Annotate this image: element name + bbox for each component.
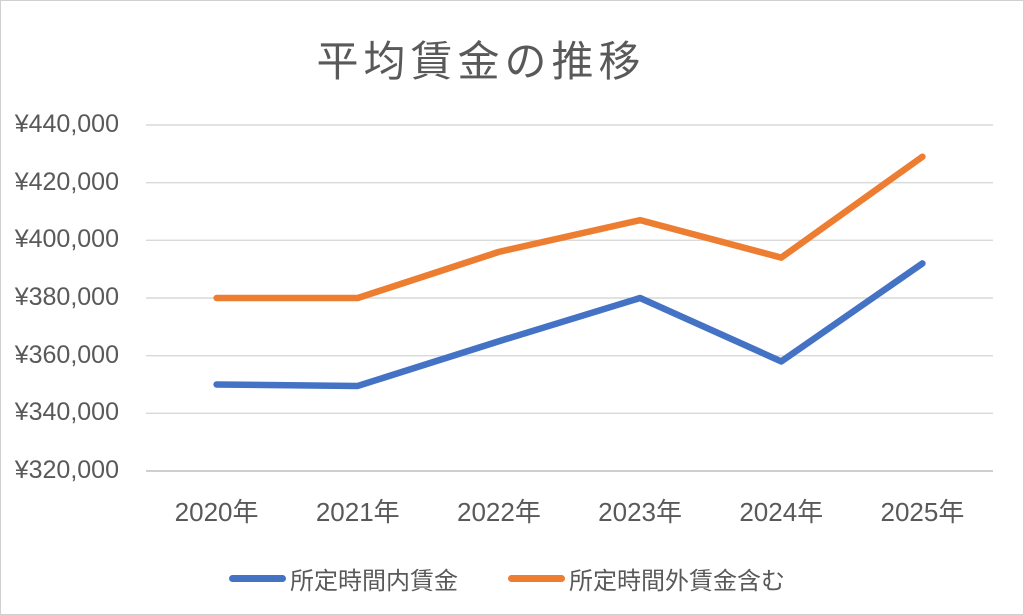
x-tick-label: 2020年 <box>174 497 259 527</box>
x-tick-label: 2023年 <box>598 497 682 527</box>
y-tick-label: ¥420,000 <box>14 167 119 196</box>
y-tick-label: ¥340,000 <box>14 398 119 427</box>
legend-item: 所定時間外賃金含む <box>508 561 785 596</box>
y-tick-label: ¥360,000 <box>14 340 119 369</box>
series-line-1 <box>213 260 926 390</box>
x-tick-label: 2025年 <box>880 497 965 527</box>
x-tick-label: 2022年 <box>456 497 541 527</box>
series-line-2 <box>213 153 926 302</box>
legend: 所定時間内賃金 所定時間外賃金含む <box>229 561 785 596</box>
x-tick-label: 2024年 <box>739 497 824 527</box>
y-tick-label: ¥400,000 <box>14 225 119 254</box>
legend-label: 所定時間外賃金含む <box>569 568 785 595</box>
y-tick-label: ¥320,000 <box>14 455 119 484</box>
chart-title: 平均賃金の推移 <box>316 38 646 85</box>
y-tick-label: ¥440,000 <box>14 109 119 138</box>
y-tick-label: ¥380,000 <box>14 282 119 311</box>
legend-item: 所定時間内賃金 <box>229 561 458 596</box>
legend-label: 所定時間内賃金 <box>290 568 458 595</box>
legend-swatch-icon <box>229 575 286 582</box>
legend-swatch-icon <box>508 575 565 582</box>
x-tick-label: 2021年 <box>315 497 400 527</box>
